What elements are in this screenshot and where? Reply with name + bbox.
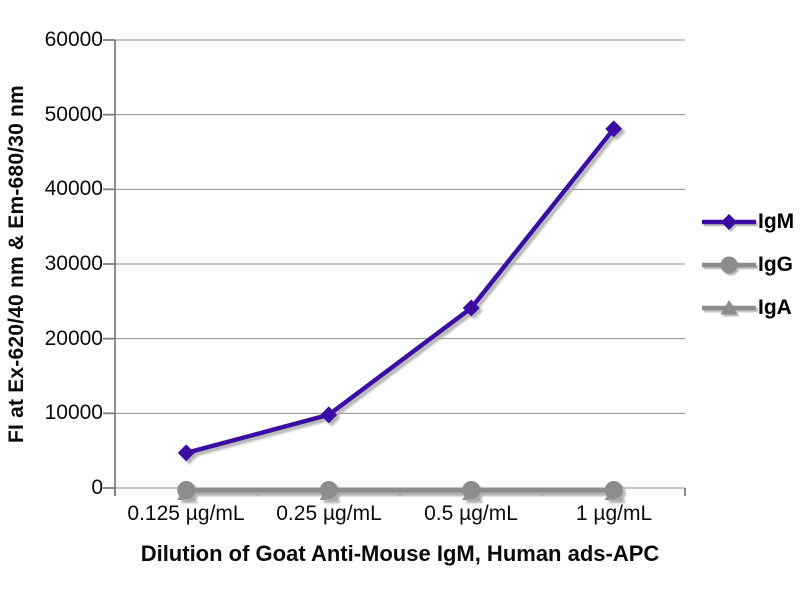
iga-line-triangle-icon [702,300,756,315]
igg-line-circle-icon [702,256,756,274]
legend-item-igg: IgG [702,251,794,279]
diamond-marker [320,406,338,424]
series-igg [177,481,623,499]
y-tick-label: 20000 [44,327,103,350]
legend: IgM IgG IgA [702,208,794,322]
igm-line [185,127,616,456]
legend-icon-iga [702,300,756,315]
legend-icon-igm [702,214,756,230]
legend-label-igm: IgM [758,210,795,233]
x-tick-label: 1 µg/mL [575,502,653,525]
legend-item-iga: IgA [702,294,794,322]
legend-label-igg: IgG [758,253,793,276]
circle-marker [720,256,738,274]
legend-label-iga: IgA [758,296,792,319]
y-tick-label: 60000 [44,28,103,51]
circle-marker [462,481,481,499]
series-igm [177,120,623,462]
circle-marker [319,481,338,499]
x-tick-label: 0.25 µg/mL [276,502,382,525]
diamond-marker [721,214,737,230]
triangle-marker [720,300,738,315]
y-tick-label: 50000 [44,103,103,126]
y-tick-label: 0 [91,476,103,499]
circle-marker [177,481,196,499]
legend-icon-igg [702,256,756,274]
igm-line-diamond-icon [702,214,756,230]
circle-marker [604,481,623,499]
legend-item-igm: IgM [702,208,794,236]
x-axis-title: Dilution of Goat Anti-Mouse IgM, Human a… [140,541,660,566]
diamond-marker [462,299,480,317]
y-tick-label: 30000 [44,252,103,275]
diamond-marker [177,444,195,462]
diamond-marker [605,120,623,138]
x-tick-label: 0.5 µg/mL [424,502,518,525]
x-tick-label: 0.125 µg/mL [127,502,245,525]
y-tick-label: 10000 [44,401,103,424]
y-tick-label: 40000 [44,177,103,200]
